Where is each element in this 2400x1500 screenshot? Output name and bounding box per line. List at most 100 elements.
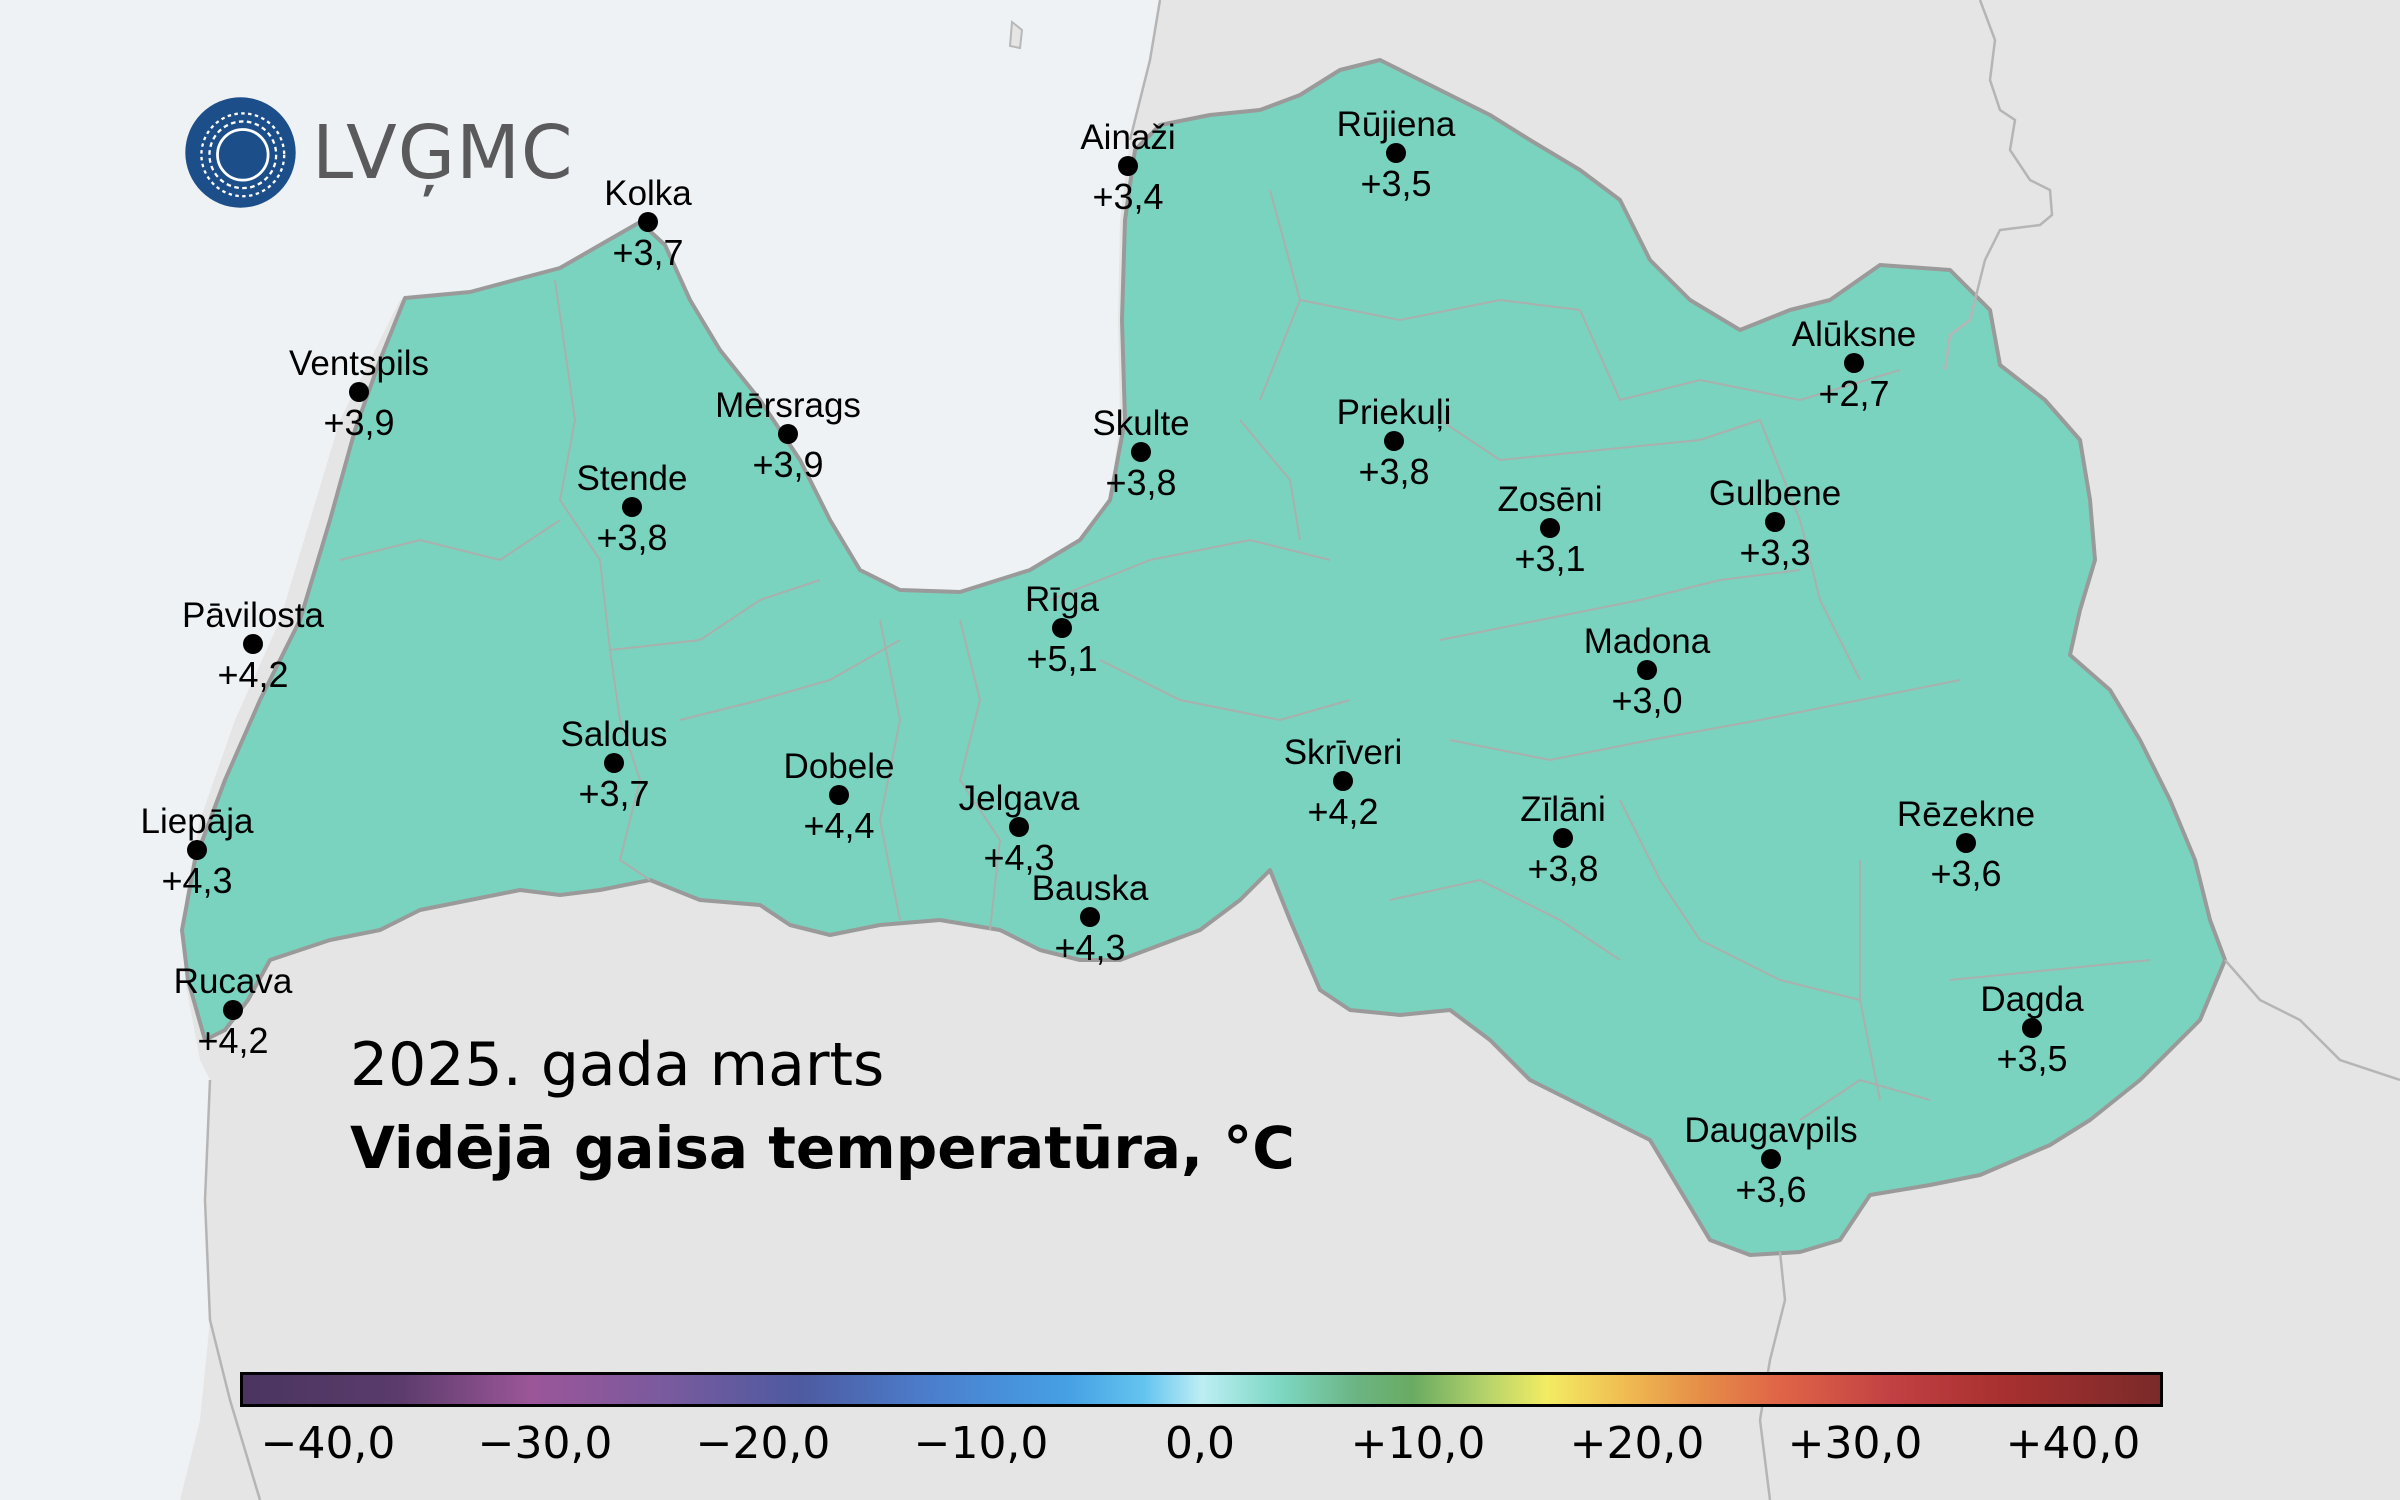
- station-marker: Gulbene +3,3: [1709, 474, 1841, 573]
- station-marker: Rīga +5,1: [1025, 580, 1099, 679]
- station-name: Rēzekne: [1896, 795, 2036, 834]
- colorbar-ticks: −40,0 −30,0 −20,0 −10,0 0,0 +10,0 +20,0 +30,0 +4…: [0, 1418, 2400, 1478]
- station-dot-icon: [1131, 442, 1151, 462]
- station-value: +4,4: [803, 805, 875, 846]
- colorbar: [240, 1372, 2163, 1407]
- station-name: Kolka: [604, 174, 692, 213]
- station-name: Skulte: [1092, 404, 1190, 443]
- station-name: Rīga: [1025, 580, 1099, 619]
- station-dot-icon: [1637, 660, 1657, 680]
- station-name: Priekuļi: [1336, 393, 1452, 432]
- colorbar-tick-label: −30,0: [477, 1418, 613, 1469]
- station-name: Pāvilosta: [181, 596, 325, 635]
- station-marker: Ventspils +3,9: [289, 344, 429, 443]
- station-name: Daugavpils: [1684, 1111, 1858, 1150]
- station-marker: Priekuļi +3,8: [1337, 393, 1452, 492]
- station-name: Madona: [1583, 622, 1711, 661]
- station-dot-icon: [1384, 431, 1404, 451]
- station-dot-icon: [1765, 512, 1785, 532]
- lvgmc-logo-icon: [185, 97, 296, 208]
- logo-text: LVĢMC: [312, 109, 574, 196]
- station-marker: Rucava +4,2: [174, 962, 293, 1061]
- station-marker: Zīlāni +3,8: [1520, 790, 1606, 889]
- station-dot-icon: [604, 753, 624, 773]
- station-marker: Dagda +3,5: [1980, 980, 2083, 1079]
- station-value: +3,8: [1358, 451, 1430, 492]
- station-value: +3,6: [1735, 1169, 1807, 1210]
- latvia-outline: [180, 58, 2227, 1257]
- station-value: +3,9: [323, 402, 395, 443]
- station-dot-icon: [187, 840, 207, 860]
- station-dot-icon: [829, 785, 849, 805]
- station-value: +4,3: [1054, 927, 1126, 968]
- station-marker: Ainaži +3,4: [1080, 118, 1175, 217]
- map-title: 2025. gada marts Vidējā gaisa temperatūr…: [350, 1030, 1295, 1182]
- station-marker: Daugavpils +3,6: [1684, 1111, 1857, 1210]
- colorbar-tick-label: −20,0: [695, 1418, 831, 1469]
- station-marker: Saldus +3,7: [560, 715, 667, 814]
- station-name: Dobele: [783, 747, 895, 786]
- colorbar-tick-label: +40,0: [2005, 1418, 2141, 1469]
- station-value: +4,2: [217, 654, 289, 695]
- station-value: +3,1: [1514, 538, 1586, 579]
- station-value: +3,9: [752, 444, 824, 485]
- station-marker: Pāvilosta +4,2: [182, 596, 324, 695]
- station-name: Dagda: [1980, 980, 2084, 1019]
- station-name: Zosēni: [1497, 480, 1603, 519]
- station-marker: Rūjiena +3,5: [1337, 105, 1456, 204]
- colorbar-tick-label: +30,0: [1787, 1418, 1923, 1469]
- station-dot-icon: [778, 424, 798, 444]
- station-value: +3,8: [596, 517, 668, 558]
- station-name: Gulbene: [1708, 474, 1842, 513]
- station-value: +4,2: [1307, 791, 1379, 832]
- station-name: Alūksne: [1791, 315, 1917, 354]
- station-value: +4,3: [161, 860, 233, 901]
- station-value: +3,8: [1105, 462, 1177, 503]
- station-name: Ainaži: [1080, 118, 1176, 157]
- station-name: Liepāja: [140, 802, 254, 841]
- station-marker: Skulte +3,8: [1092, 404, 1189, 503]
- station-dot-icon: [638, 212, 658, 232]
- station-marker: Jelgava +4,3: [959, 779, 1080, 878]
- station-marker: Madona +3,0: [1584, 622, 1710, 721]
- colorbar-tick-label: −40,0: [260, 1418, 396, 1469]
- station-name: Jelgava: [958, 779, 1080, 818]
- station-dot-icon: [1761, 1149, 1781, 1169]
- station-dot-icon: [1540, 518, 1560, 538]
- station-marker: Liepāja +4,3: [141, 802, 254, 901]
- station-name: Zīlāni: [1520, 790, 1606, 829]
- station-name: Mērsrags: [715, 386, 861, 425]
- station-value: +4,3: [983, 837, 1055, 878]
- station-marker: Kolka +3,7: [604, 174, 692, 273]
- station-marker: Zosēni +3,1: [1497, 480, 1602, 579]
- colorbar-tick-label: −10,0: [913, 1418, 1049, 1469]
- station-value: +5,1: [1026, 638, 1098, 679]
- colorbar-tick-label: +20,0: [1569, 1418, 1705, 1469]
- neighbor-borders: [203, 0, 2400, 1500]
- station-name: Saldus: [560, 715, 668, 754]
- station-value: +3,5: [1996, 1038, 2068, 1079]
- station-dot-icon: [1333, 771, 1353, 791]
- station-dot-icon: [349, 382, 369, 402]
- station-dot-icon: [1118, 156, 1138, 176]
- station-name: Skrīveri: [1283, 733, 1403, 772]
- station-value: +3,4: [1092, 176, 1164, 217]
- colorbar-tick-label: +10,0: [1350, 1418, 1486, 1469]
- station-dot-icon: [1956, 833, 1976, 853]
- station-marker: Stende +3,8: [577, 459, 688, 558]
- island: [1008, 20, 1024, 50]
- station-marker: Alūksne +2,7: [1792, 315, 1917, 414]
- station-dot-icon: [622, 497, 642, 517]
- station-value: +3,0: [1611, 680, 1683, 721]
- period-label: 2025. gada marts: [350, 1030, 885, 1100]
- station-value: +2,7: [1818, 373, 1890, 414]
- station-marker: Bauska +4,3: [1032, 869, 1149, 968]
- station-marker: Skrīveri +4,2: [1284, 733, 1403, 832]
- station-value: +3,7: [612, 232, 684, 273]
- station-marker: Rēzekne +3,6: [1897, 795, 2035, 894]
- station-dot-icon: [243, 634, 263, 654]
- colorbar-tick-label: 0,0: [1165, 1418, 1235, 1469]
- station-value: +3,5: [1360, 163, 1432, 204]
- station-name: Stende: [576, 459, 688, 498]
